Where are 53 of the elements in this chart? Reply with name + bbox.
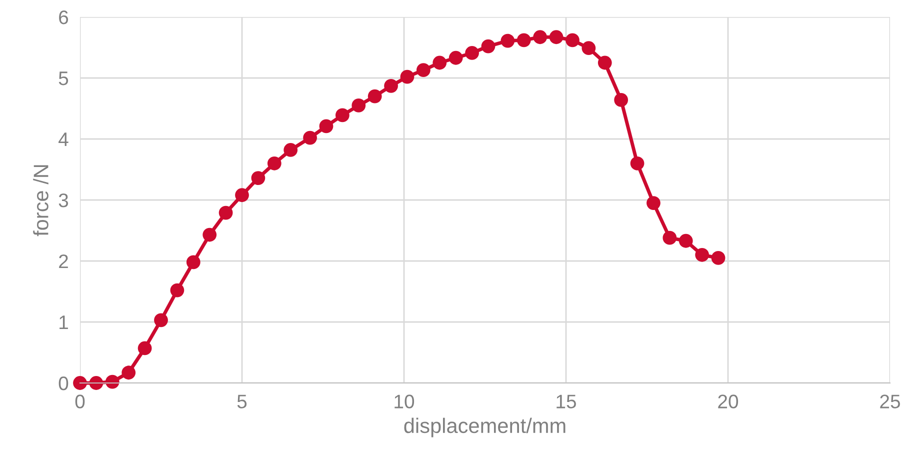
point	[566, 33, 580, 48]
point	[481, 39, 496, 54]
point	[170, 283, 184, 298]
point	[218, 206, 233, 220]
y-tick-label: 4	[58, 132, 68, 146]
point	[73, 376, 87, 390]
point	[678, 234, 693, 248]
point	[303, 130, 317, 145]
point	[267, 156, 282, 170]
point	[154, 313, 168, 328]
point	[235, 188, 249, 202]
point	[582, 41, 596, 56]
y-tick-label: 0	[58, 376, 68, 390]
x-axis-title: displacement/mm	[404, 418, 566, 438]
point	[202, 228, 217, 242]
point	[284, 143, 298, 157]
point	[646, 196, 660, 210]
point	[400, 70, 414, 84]
y-tick-label: 5	[58, 72, 68, 86]
x-tick-label: 0	[75, 394, 85, 408]
point	[384, 78, 398, 93]
point	[448, 50, 463, 65]
point	[695, 248, 710, 262]
point	[335, 108, 350, 122]
point	[516, 33, 531, 48]
point	[662, 230, 677, 245]
point	[500, 34, 515, 48]
y-axis-title: force /N	[33, 165, 48, 236]
x-tick-label: 15	[556, 394, 576, 408]
x-tick-label: 25	[880, 394, 900, 408]
point	[465, 46, 479, 60]
point	[186, 255, 200, 270]
point	[138, 341, 152, 356]
point	[598, 56, 612, 70]
point	[711, 251, 726, 265]
point	[614, 93, 628, 107]
point	[122, 366, 136, 380]
y-tick-label: 1	[60, 316, 68, 330]
point	[352, 98, 366, 112]
x-tick-label: 20	[718, 394, 738, 408]
point	[549, 30, 564, 44]
x-tick-label: 10	[394, 394, 414, 408]
point	[432, 56, 447, 70]
point	[319, 119, 334, 134]
x-tick-label: 5	[237, 394, 247, 408]
y-tick-label: 3	[58, 193, 68, 208]
y-tick-label: 2	[59, 254, 68, 268]
point	[533, 30, 548, 44]
y-tick-label: 6	[59, 10, 68, 24]
point	[251, 171, 266, 185]
point	[630, 156, 644, 170]
point	[416, 63, 430, 78]
point	[368, 89, 382, 104]
